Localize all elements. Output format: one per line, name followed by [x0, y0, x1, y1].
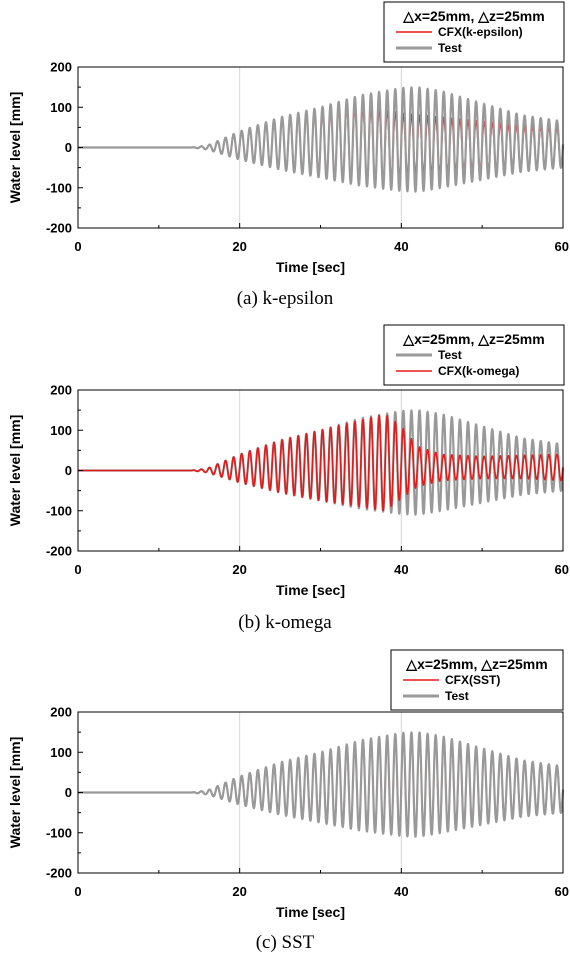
- legend-entry-label: Test: [438, 41, 462, 55]
- series-line-test: [77, 86, 565, 193]
- x-tick-label: 0: [74, 884, 81, 899]
- legend-entry-label: CFX(SST): [445, 673, 500, 687]
- x-axis-title: Time [sec]: [276, 582, 345, 598]
- y-tick-label: 200: [50, 383, 72, 398]
- y-tick-label: -200: [46, 221, 72, 236]
- series-line-cfx-k-omega: [77, 414, 564, 512]
- y-axis-title: Water level [mm]: [7, 415, 23, 527]
- x-tick-label: 20: [232, 884, 246, 899]
- figure-caption: (a) k-epsilon: [237, 288, 334, 309]
- legend-box: [390, 649, 564, 711]
- figure-caption: (c) SST: [256, 932, 315, 953]
- x-tick-label: 60: [555, 239, 569, 254]
- series-line-test: [77, 731, 565, 838]
- legend-entry-label: Test: [438, 348, 462, 362]
- y-axis-title: Water level [mm]: [7, 92, 23, 204]
- x-tick-label: 60: [555, 884, 569, 899]
- x-tick-label: 0: [74, 562, 81, 577]
- y-tick-label: 100: [50, 745, 72, 760]
- legend-entry-label: CFX(k-omega): [438, 364, 519, 378]
- y-tick-label: 200: [50, 60, 72, 75]
- y-tick-label: 100: [50, 100, 72, 115]
- x-tick-label: 40: [394, 884, 408, 899]
- x-tick-label: 20: [232, 562, 246, 577]
- y-tick-label: -200: [46, 866, 72, 881]
- y-tick-label: 0: [65, 140, 72, 155]
- y-tick-label: -100: [46, 503, 72, 518]
- x-axis-title: Time [sec]: [276, 904, 345, 920]
- x-axis-title: Time [sec]: [276, 259, 345, 275]
- y-tick-label: 100: [50, 423, 72, 438]
- x-tick-label: 40: [394, 239, 408, 254]
- legend-title: △x=25mm, △z=25mm: [402, 331, 544, 347]
- legend-title: △x=25mm, △z=25mm: [405, 656, 547, 672]
- x-tick-label: 20: [232, 239, 246, 254]
- x-tick-label: 40: [394, 562, 408, 577]
- y-tick-label: 200: [50, 705, 72, 720]
- y-axis-title: Water level [mm]: [7, 737, 23, 849]
- x-tick-label: 60: [555, 562, 569, 577]
- legend-title: △x=25mm, △z=25mm: [402, 8, 544, 24]
- legend-entry-label: Test: [445, 689, 469, 703]
- x-tick-label: 0: [74, 239, 81, 254]
- legend-entry-label: CFX(k-epsilon): [438, 25, 523, 39]
- y-tick-label: -100: [46, 180, 72, 195]
- y-tick-label: 0: [65, 785, 72, 800]
- y-tick-label: 0: [65, 463, 72, 478]
- y-tick-label: -200: [46, 544, 72, 559]
- y-tick-label: -100: [46, 825, 72, 840]
- figure-caption: (b) k-omega: [238, 612, 332, 633]
